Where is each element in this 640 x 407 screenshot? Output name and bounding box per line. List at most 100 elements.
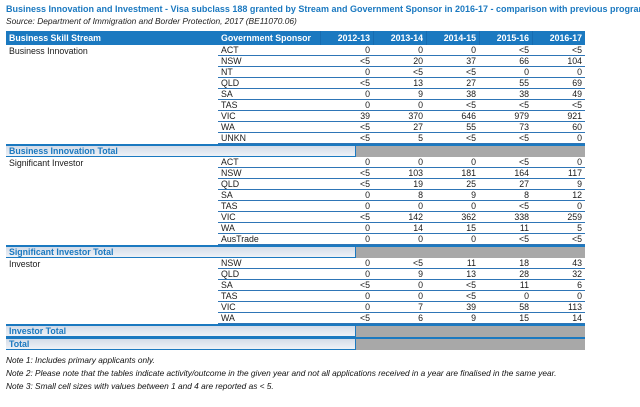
sponsor-cell: TAS [218, 201, 320, 212]
table-row: QLD <5 13 27 55 69 [6, 78, 585, 89]
value-cell: 164 [479, 168, 532, 179]
stream-cell: Business Innovation [9, 45, 88, 56]
sponsor-cell: SA [218, 190, 320, 201]
total-gray-area [356, 146, 585, 157]
stream-cell [6, 313, 218, 324]
value-cell: 0 [426, 45, 479, 56]
value-cell: 13 [426, 269, 479, 280]
stream-cell [6, 179, 218, 190]
total-gray-area [356, 326, 585, 337]
value-cell: <5 [426, 291, 479, 302]
sponsor-cell: VIC [218, 212, 320, 223]
value-cell: 9 [532, 179, 585, 190]
table-row: SA 0 9 38 38 49 [6, 89, 585, 100]
value-cell: 25 [426, 179, 479, 190]
value-cell: 0 [426, 157, 479, 168]
value-cell: <5 [426, 67, 479, 78]
value-cell: 0 [320, 100, 373, 111]
value-cell: 55 [426, 122, 479, 133]
value-cell: 9 [426, 313, 479, 324]
table-row: NT 0 <5 <5 0 0 [6, 67, 585, 78]
stream-cell [6, 291, 218, 302]
value-cell: 9 [373, 269, 426, 280]
value-cell: 39 [426, 302, 479, 313]
sponsor-cell: UNKN [218, 133, 320, 144]
data-table: Business Skill Stream Government Sponsor… [6, 31, 585, 350]
sponsor-cell: WA [218, 122, 320, 133]
sponsor-cell: WA [218, 313, 320, 324]
value-cell: 11 [479, 223, 532, 234]
value-cell: 8 [479, 190, 532, 201]
total-row: Business Innovation Total [6, 144, 585, 157]
value-cell: 55 [479, 78, 532, 89]
value-cell: 27 [426, 78, 479, 89]
col-header-year: 2015-16 [479, 31, 532, 45]
value-cell: 19 [373, 179, 426, 190]
note-1: Note 1: Includes primary applicants only… [6, 355, 155, 365]
total-label: Significant Investor Total [6, 247, 356, 258]
sponsor-cell: TAS [218, 100, 320, 111]
col-header-sponsor: Government Sponsor [221, 33, 311, 43]
value-cell: 69 [532, 78, 585, 89]
table-row: WA 0 14 15 11 5 [6, 223, 585, 234]
value-cell: 0 [479, 67, 532, 78]
table-row: QLD <5 19 25 27 9 [6, 179, 585, 190]
notes-section: Note 1: Includes primary applicants only… [6, 354, 640, 393]
value-cell: 5 [373, 133, 426, 144]
value-cell: 0 [320, 223, 373, 234]
table-row: SA <5 0 <5 11 6 [6, 280, 585, 291]
value-cell: 28 [479, 269, 532, 280]
table-header-row: Business Skill Stream Government Sponsor… [6, 31, 585, 45]
value-cell: 0 [532, 291, 585, 302]
value-cell: 39 [320, 111, 373, 122]
total-row: Investor Total [6, 324, 585, 337]
value-cell: 0 [320, 67, 373, 78]
value-cell: 18 [479, 258, 532, 269]
col-header-year: 2014-15 [426, 31, 479, 45]
value-cell: <5 [532, 100, 585, 111]
col-header-year: 2016-17 [532, 31, 585, 45]
sponsor-cell: NT [218, 67, 320, 78]
sponsor-cell: WA [218, 223, 320, 234]
value-cell: <5 [320, 168, 373, 179]
value-cell: 0 [320, 302, 373, 313]
table-row: TAS 0 0 0 <5 0 [6, 201, 585, 212]
value-cell: 14 [373, 223, 426, 234]
total-row: Significant Investor Total [6, 245, 585, 258]
table-row: TAS 0 0 <5 0 0 [6, 291, 585, 302]
value-cell: 117 [532, 168, 585, 179]
value-cell: 0 [373, 234, 426, 245]
value-cell: 60 [532, 122, 585, 133]
stream-cell [6, 100, 218, 111]
value-cell: 11 [479, 280, 532, 291]
table-body: Business Innovation ACT 0 0 0 <5 <5 NSW <5 20 37 66… [6, 45, 585, 350]
total-gray-area [356, 339, 585, 350]
col-header-stream: Business Skill Stream [9, 33, 101, 43]
value-cell: 15 [426, 223, 479, 234]
value-cell: 0 [426, 201, 479, 212]
value-cell: 103 [373, 168, 426, 179]
value-cell: 0 [373, 280, 426, 291]
value-cell: 0 [320, 157, 373, 168]
value-cell: 0 [373, 100, 426, 111]
stream-cell [6, 302, 218, 313]
sponsor-cell: AusTrade [218, 234, 320, 245]
value-cell: 11 [426, 258, 479, 269]
value-cell: 979 [479, 111, 532, 122]
report-title: Business Innovation and Investment - Vis… [6, 4, 640, 14]
value-cell: <5 [373, 258, 426, 269]
value-cell: 104 [532, 56, 585, 67]
total-gray-area [356, 247, 585, 258]
stream-cell [6, 223, 218, 234]
value-cell: 370 [373, 111, 426, 122]
value-cell: 0 [479, 291, 532, 302]
value-cell: <5 [320, 122, 373, 133]
table-row: WA <5 27 55 73 60 [6, 122, 585, 133]
value-cell: <5 [320, 280, 373, 291]
value-cell: 38 [426, 89, 479, 100]
value-cell: 362 [426, 212, 479, 223]
value-cell: 0 [532, 201, 585, 212]
total-row-final: Total [6, 337, 585, 350]
value-cell: <5 [426, 280, 479, 291]
stream-cell [6, 122, 218, 133]
